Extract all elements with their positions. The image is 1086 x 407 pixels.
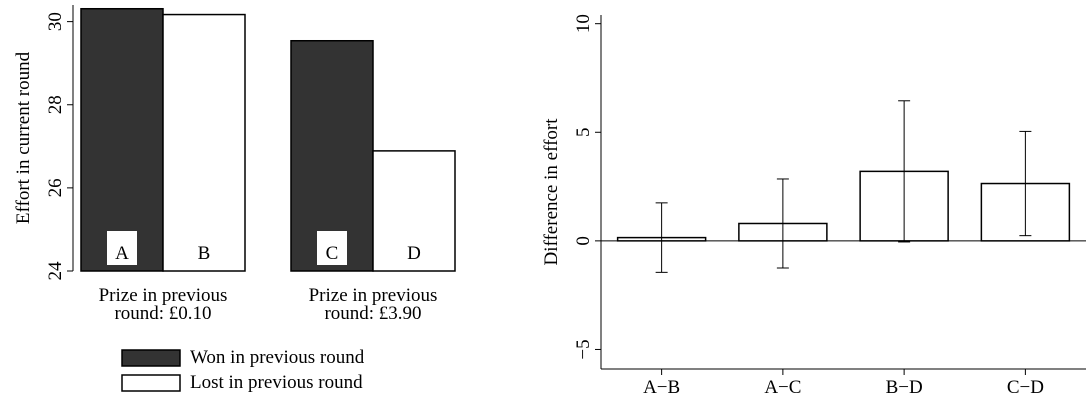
bar-label: A (115, 243, 129, 264)
x-tick-label: A−B (643, 377, 680, 398)
y-tick-label: 24 (45, 261, 66, 281)
y-axis-label: Effort in current round (13, 51, 34, 224)
label-bg (107, 231, 137, 265)
legend-swatch (121, 374, 181, 392)
legend-label: Won in previous round (190, 347, 365, 368)
y-tick-label: 28 (45, 95, 66, 114)
bar (80, 7, 164, 272)
x-tick-label: Prize in previous round: £3.90 (308, 285, 438, 324)
bar (162, 13, 246, 272)
label-bg (317, 231, 347, 265)
y-tick-label: 10 (573, 14, 594, 33)
y-tick-label: 0 (573, 236, 594, 246)
x-tick-label: A−C (764, 377, 801, 398)
bar-label: C (326, 243, 339, 264)
chart-left: 24 26 28 30 Effort in current round A B C D Won i… (13, 5, 456, 393)
x-tick-label: C−D (1007, 377, 1044, 398)
legend-swatch (121, 349, 181, 367)
y-tick-label: −5 (573, 339, 594, 359)
chart-right: −5 0 5 10 Difference in effort A−B A−C B−D C−D (541, 14, 1086, 398)
x-tick-label: Prize in previous round: £0.10 (98, 285, 228, 324)
bar (372, 150, 456, 272)
y-axis-label: Difference in effort (541, 118, 562, 266)
x-tick-label: B−D (886, 377, 923, 398)
y-tick-label: 26 (45, 178, 66, 197)
y-tick-label: 5 (573, 128, 594, 138)
bar-label: B (198, 243, 211, 264)
legend-label: Lost in previous round (190, 372, 363, 393)
bar-label: D (407, 243, 421, 264)
y-tick-label: 30 (45, 12, 66, 31)
